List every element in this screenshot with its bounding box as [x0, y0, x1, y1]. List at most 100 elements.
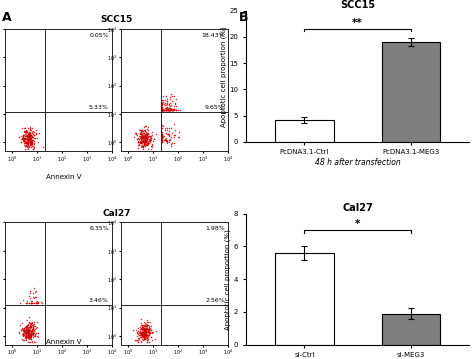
- Point: [28, 330, 36, 335]
- Point: [169, 107, 176, 112]
- Point: [167, 107, 174, 112]
- Point: [21, 139, 29, 145]
- Point: [28, 298, 36, 304]
- Point: [29, 134, 36, 140]
- Point: [135, 127, 143, 133]
- Point: [140, 139, 148, 145]
- Point: [162, 137, 169, 143]
- Point: [164, 101, 171, 107]
- Point: [23, 328, 31, 334]
- Point: [26, 136, 34, 141]
- Point: [146, 136, 154, 142]
- Point: [147, 335, 155, 340]
- Point: [24, 328, 32, 334]
- Point: [161, 101, 168, 107]
- Point: [162, 125, 169, 131]
- Point: [30, 334, 38, 339]
- Point: [140, 134, 148, 140]
- Point: [21, 335, 28, 340]
- Point: [137, 127, 145, 133]
- Point: [26, 334, 34, 340]
- Point: [27, 288, 34, 294]
- Point: [142, 134, 149, 139]
- Point: [23, 324, 30, 330]
- Point: [138, 139, 146, 144]
- Point: [142, 135, 149, 140]
- Point: [165, 139, 173, 145]
- Point: [175, 129, 182, 134]
- Point: [164, 107, 171, 112]
- Bar: [275, 120, 334, 142]
- Point: [25, 326, 33, 331]
- Point: [165, 107, 173, 112]
- Point: [139, 138, 146, 144]
- Point: [26, 142, 34, 148]
- Point: [138, 326, 146, 332]
- Point: [137, 332, 145, 338]
- Point: [158, 107, 165, 112]
- Point: [137, 326, 145, 331]
- Point: [165, 131, 173, 136]
- Point: [139, 144, 147, 149]
- Point: [18, 136, 26, 142]
- Point: [147, 334, 155, 340]
- Point: [144, 132, 151, 138]
- Point: [27, 333, 35, 339]
- Point: [158, 104, 165, 110]
- X-axis label: 48 h after transfection: 48 h after transfection: [315, 158, 401, 167]
- Point: [27, 300, 35, 306]
- Point: [129, 327, 137, 333]
- Point: [140, 335, 148, 340]
- Point: [28, 327, 36, 333]
- Point: [164, 107, 172, 112]
- Point: [169, 106, 177, 112]
- Point: [160, 107, 167, 112]
- Point: [146, 340, 153, 345]
- Point: [31, 289, 38, 294]
- Point: [19, 298, 27, 303]
- Point: [144, 141, 151, 147]
- Point: [166, 107, 174, 112]
- Point: [173, 103, 180, 109]
- Point: [140, 326, 148, 332]
- Point: [158, 101, 165, 107]
- Point: [140, 133, 147, 139]
- Point: [25, 129, 33, 134]
- Point: [30, 135, 37, 140]
- Title: SCC15: SCC15: [340, 0, 375, 10]
- Point: [165, 107, 173, 112]
- Point: [21, 328, 29, 334]
- Point: [135, 335, 142, 341]
- Point: [141, 328, 148, 334]
- Point: [172, 107, 180, 112]
- Point: [27, 142, 35, 148]
- Point: [26, 137, 34, 143]
- Point: [144, 130, 151, 135]
- Point: [140, 127, 147, 133]
- Point: [159, 107, 167, 112]
- Point: [139, 330, 147, 336]
- Point: [22, 134, 29, 139]
- Point: [138, 131, 146, 136]
- Point: [141, 330, 148, 336]
- Point: [21, 146, 28, 151]
- Point: [28, 300, 36, 306]
- Point: [139, 326, 147, 331]
- Point: [145, 328, 152, 334]
- Point: [27, 336, 35, 342]
- Point: [137, 144, 145, 150]
- Point: [137, 131, 145, 137]
- Point: [145, 327, 153, 333]
- Point: [19, 328, 27, 334]
- Point: [23, 139, 30, 145]
- Point: [163, 127, 171, 133]
- Point: [32, 300, 40, 306]
- Point: [143, 135, 151, 141]
- Point: [161, 107, 169, 112]
- Point: [22, 136, 29, 142]
- Point: [162, 106, 169, 111]
- Point: [145, 330, 153, 336]
- Point: [26, 135, 34, 140]
- Point: [142, 332, 149, 337]
- Point: [20, 136, 27, 141]
